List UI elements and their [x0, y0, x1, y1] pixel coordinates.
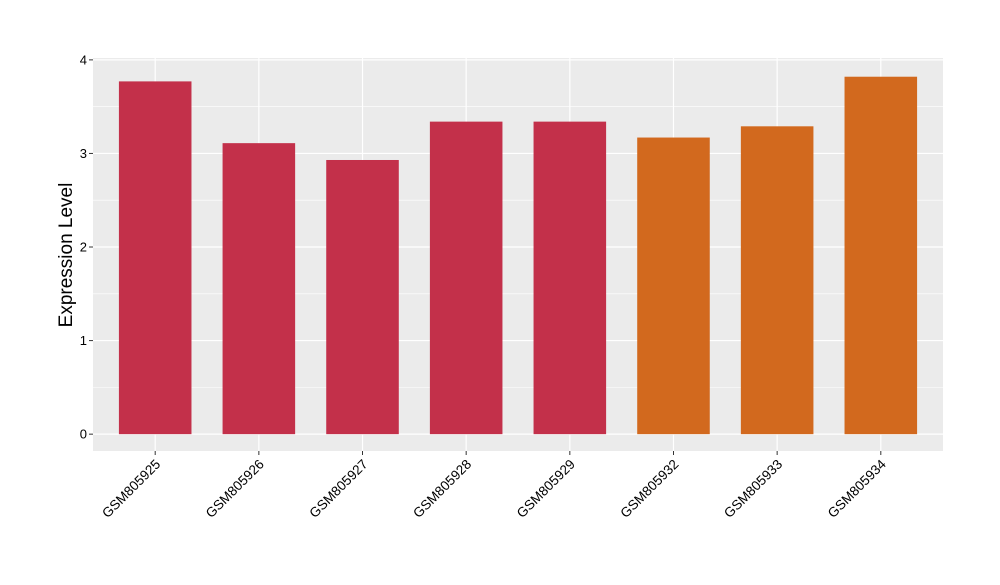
bar-GSM805929 [533, 121, 607, 435]
x-tick-label: GSM805926 [203, 457, 267, 521]
x-tick-label: GSM805927 [306, 457, 370, 521]
y-tick-label: 2 [80, 240, 87, 255]
x-tick-label: GSM805929 [514, 457, 578, 521]
x-tick-label: GSM805925 [99, 457, 163, 521]
bar-GSM805933 [740, 126, 814, 435]
y-tick-label: 4 [80, 52, 87, 67]
bars [118, 76, 918, 435]
y-axis-title: Expression Level [56, 183, 77, 328]
x-tick-label: GSM805928 [410, 457, 474, 521]
bar-GSM805932 [637, 137, 710, 435]
bar-GSM805928 [429, 121, 503, 435]
bar-GSM805927 [326, 159, 399, 435]
bar-GSM805925 [118, 81, 192, 435]
x-axis: GSM805925 GSM805926 GSM805927 GSM805928 GSM8… [99, 451, 889, 521]
x-tick-label: GSM805934 [825, 456, 890, 521]
y-tick-label: 1 [80, 333, 87, 348]
bar-GSM805934 [844, 76, 918, 435]
y-axis: 0 1 2 3 4 [80, 52, 93, 442]
x-tick-label: GSM805933 [721, 457, 785, 521]
plot-panel [93, 58, 943, 451]
y-tick-label: 0 [80, 427, 87, 442]
bar-GSM805926 [222, 143, 296, 435]
y-tick-label: 3 [80, 146, 87, 161]
x-tick-label: GSM805932 [617, 457, 681, 521]
